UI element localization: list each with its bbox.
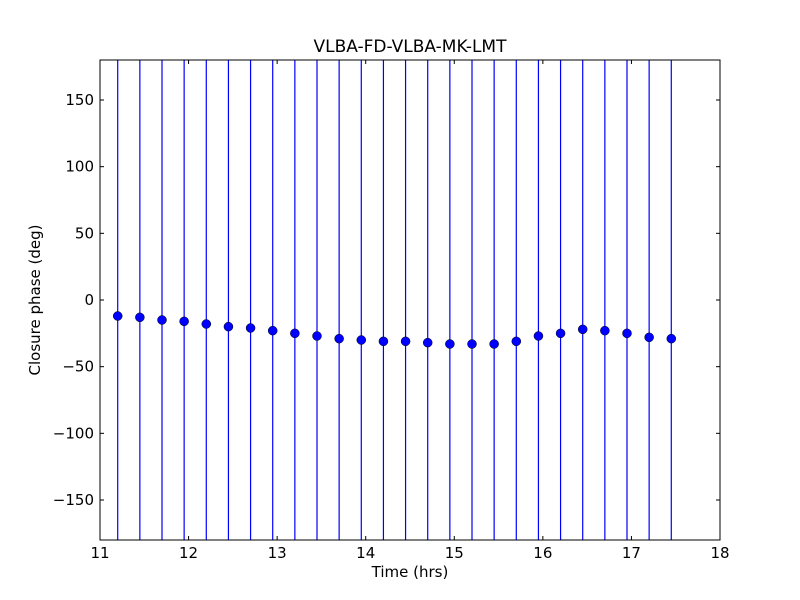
- y-tick-label: 0: [84, 291, 94, 309]
- data-point: [445, 339, 455, 349]
- data-point: [312, 331, 322, 341]
- errorbar-group: [117, 60, 672, 540]
- chart-title: VLBA-FD-VLBA-MK-LMT: [313, 37, 507, 57]
- data-point: [422, 337, 433, 348]
- data-point: [334, 333, 344, 344]
- y-tick-label: 50: [75, 224, 94, 242]
- data-point: [511, 336, 522, 347]
- data-point: [555, 328, 566, 339]
- data-point: [577, 324, 588, 335]
- x-tick-label: 12: [179, 544, 198, 562]
- data-point: [378, 336, 389, 347]
- data-point: [489, 339, 499, 349]
- y-tick-label: 150: [65, 91, 94, 109]
- data-point: [600, 325, 610, 336]
- data-point: [533, 331, 544, 341]
- data-point: [467, 339, 477, 349]
- y-tick-label: −150: [53, 491, 94, 509]
- y-tick-label: −50: [62, 358, 94, 376]
- data-point: [157, 315, 167, 325]
- x-axis-label: Time (hrs): [371, 563, 449, 581]
- x-tick-label: 16: [533, 544, 552, 562]
- data-point: [290, 328, 300, 339]
- x-axis-ticks: 11 12 13 14 15 16 17 18: [90, 60, 730, 562]
- x-tick-label: 15: [445, 544, 464, 562]
- y-tick-label: −100: [53, 424, 94, 442]
- data-point: [666, 333, 677, 344]
- data-point: [400, 336, 411, 347]
- data-point: [201, 319, 212, 329]
- data-point: [135, 312, 145, 323]
- data-point: [644, 332, 654, 343]
- point-group: [112, 311, 677, 349]
- data-point: [112, 311, 123, 321]
- x-tick-label: 11: [90, 544, 109, 562]
- x-tick-label: 13: [268, 544, 287, 562]
- data-point: [223, 321, 234, 332]
- x-tick-label: 14: [356, 544, 375, 562]
- data-point: [179, 316, 189, 327]
- y-axis-label: Closure phase (deg): [26, 225, 44, 376]
- x-tick-label: 17: [622, 544, 641, 562]
- y-tick-label: 100: [65, 158, 94, 176]
- data-point: [356, 335, 367, 345]
- data-point: [245, 323, 256, 333]
- data-point: [267, 325, 278, 336]
- data-point: [622, 328, 632, 339]
- y-axis-ticks: −150 −100 −50 0 50 100 150: [53, 91, 720, 509]
- x-tick-label: 18: [710, 544, 729, 562]
